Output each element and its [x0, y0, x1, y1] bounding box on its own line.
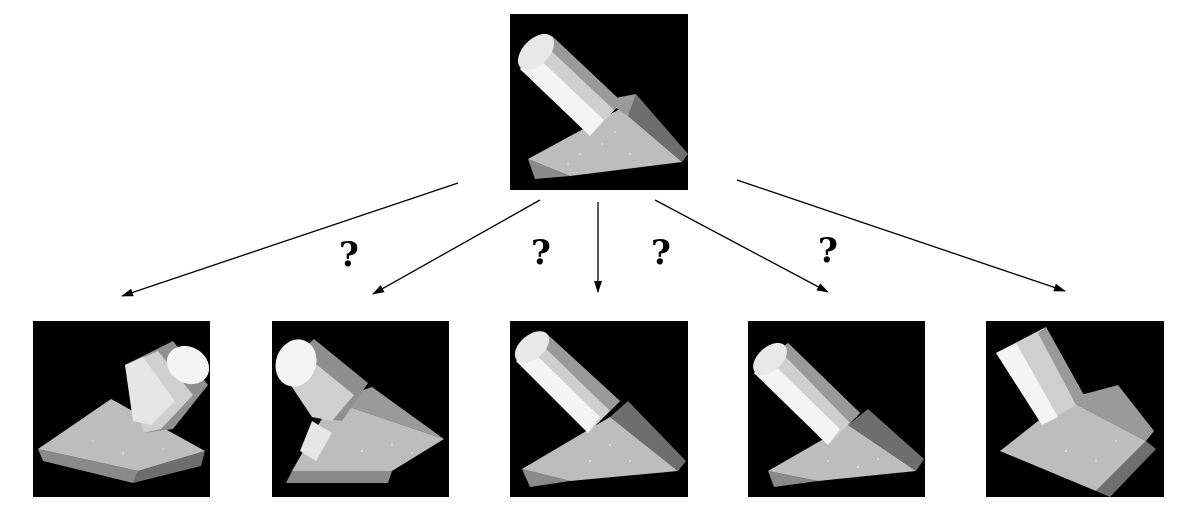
question-mark-1: ?: [339, 235, 359, 275]
question-mark-3: ?: [651, 233, 671, 273]
target-view-panel: [510, 14, 688, 190]
arrow-to-candidate-5: [736, 179, 1066, 292]
candidate-view-panel-3: [510, 321, 688, 497]
candidate-object-image-4: [753, 342, 924, 487]
candidate-object-image-3: [514, 331, 686, 487]
question-mark-2: ?: [531, 233, 551, 273]
candidate-view-panel-1: [33, 321, 210, 497]
arrow-to-candidate-2: [372, 199, 541, 295]
candidate-object-image-1: [38, 341, 210, 483]
target-object-image: [517, 33, 688, 179]
candidate-view-panel-4: [748, 321, 925, 497]
candidate-view-panel-5: [986, 321, 1164, 497]
candidate-object-image-5: [996, 327, 1156, 497]
candidate-view-panel-2: [272, 321, 449, 497]
arrow-to-candidate-1: [121, 182, 459, 297]
candidate-object-image-2: [275, 339, 444, 483]
question-mark-4: ?: [818, 231, 838, 271]
arrow-to-candidate-4: [654, 199, 829, 293]
